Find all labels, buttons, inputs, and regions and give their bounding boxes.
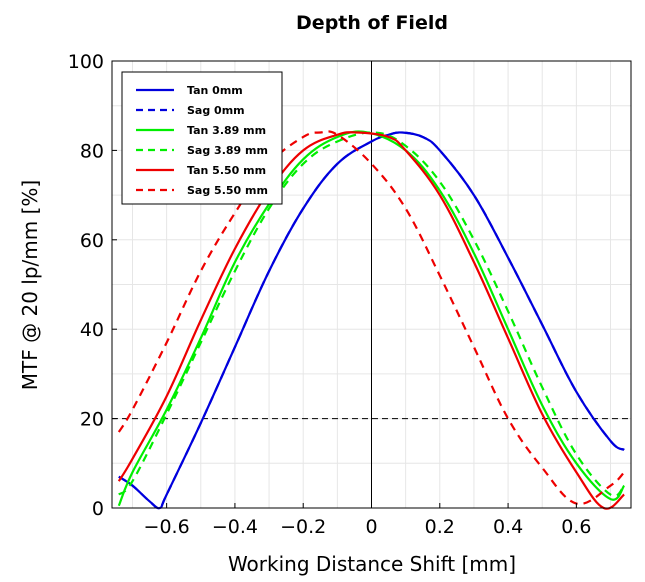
x-tick-label: 0.6 — [561, 516, 591, 538]
tick-labels: −0.6 −0.4 −0.2 0 0.2 0.4 0.6 0 20 40 60 80 100 — [68, 51, 592, 538]
series-line-tan-5-50-mm — [117, 131, 625, 510]
y-tick-label: 80 — [80, 140, 104, 162]
series-lines — [117, 130, 626, 510]
y-axis-label: MTF @ 20 lp/mm [%] — [18, 180, 42, 390]
y-tick-label: 20 — [80, 409, 104, 431]
x-tick-label: −0.2 — [280, 516, 326, 538]
series-line-sag-5-50-mm — [117, 130, 625, 506]
legend-label: Tan 3.89 mm — [187, 124, 266, 137]
legend-box — [121, 71, 283, 205]
legend-label: Tan 5.50 mm — [187, 164, 266, 177]
x-tick-label: 0.2 — [425, 516, 455, 538]
y-tick-label: 40 — [80, 319, 104, 341]
legend-label: Sag 5.50 mm — [187, 184, 268, 197]
legend-label: Sag 3.89 mm — [187, 144, 268, 157]
x-axis-label: Working Distance Shift [mm] — [228, 552, 516, 576]
legend: Tan 0mm Sag 0mm Tan 3.89 mm Sag 3.89 mm Tan … — [121, 71, 283, 205]
x-tick-label: 0 — [365, 516, 377, 538]
x-tick-label: 0.4 — [493, 516, 523, 538]
y-tick-label: 100 — [68, 51, 104, 73]
y-tick-label: 60 — [80, 230, 104, 252]
series-line-sag-3-89-mm — [118, 131, 625, 497]
legend-label: Sag 0mm — [187, 104, 245, 117]
x-tick-label: −0.6 — [144, 516, 190, 538]
y-tick-label: 0 — [92, 498, 104, 520]
legend-label: Tan 0mm — [187, 84, 243, 97]
chart-title: Depth of Field — [296, 12, 448, 34]
series-line-sag-0mm — [118, 131, 625, 510]
x-tick-label: −0.4 — [212, 516, 258, 538]
